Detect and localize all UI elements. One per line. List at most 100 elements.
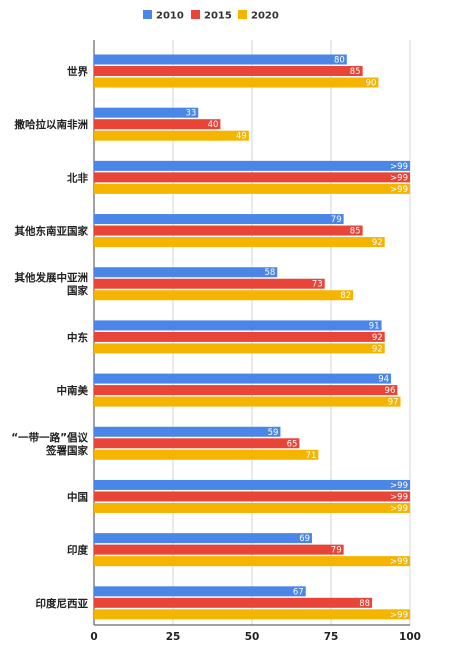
- category-label-line: 中国: [67, 490, 88, 503]
- data-label: 97: [388, 398, 399, 408]
- data-label: >99: [390, 481, 408, 491]
- category-label: 中南美: [57, 384, 89, 397]
- category-label-line: 世界: [67, 65, 88, 78]
- bar-2020: [94, 77, 379, 88]
- bar-2015: [94, 544, 344, 555]
- data-label: 65: [287, 439, 298, 449]
- category-label: 印度: [67, 544, 88, 557]
- bar-2020: [94, 449, 319, 460]
- x-tick-label: 50: [245, 631, 260, 643]
- bar-2020: [94, 237, 385, 248]
- data-label: 92: [372, 344, 383, 354]
- bar-2020: [94, 343, 385, 354]
- bar-2015: [94, 385, 398, 396]
- data-label: 79: [331, 215, 342, 225]
- data-label: 59: [268, 428, 279, 438]
- data-label: >99: [390, 162, 408, 172]
- category-label-line: “一带一路”倡议: [11, 431, 88, 444]
- data-label: 90: [366, 79, 377, 89]
- data-label: 91: [369, 321, 380, 331]
- data-label: 80: [334, 56, 345, 66]
- bar-2010: [94, 426, 281, 437]
- bar-2015: [94, 225, 363, 236]
- bar-2010: [94, 479, 410, 490]
- data-label: 69: [299, 534, 310, 544]
- bar-2010: [94, 214, 344, 225]
- data-label: 67: [293, 587, 304, 597]
- bar-2020: [94, 183, 410, 194]
- data-label: 40: [208, 120, 219, 130]
- data-label: 85: [350, 227, 361, 237]
- data-label: 49: [236, 132, 247, 142]
- legend-swatch-2015: [191, 10, 200, 19]
- x-tick-label: 100: [399, 631, 421, 643]
- bar-2020: [94, 396, 401, 407]
- category-label-line: 北非: [67, 171, 88, 184]
- category-label: 其他发展中亚洲国家: [15, 271, 89, 297]
- category-label: 印度尼西亚: [36, 597, 89, 610]
- data-label: 88: [359, 599, 370, 609]
- data-label: >99: [390, 492, 408, 502]
- data-label: 82: [340, 291, 351, 301]
- data-label: >99: [390, 185, 408, 195]
- bar-2020: [94, 556, 410, 567]
- data-label: >99: [390, 610, 408, 620]
- x-tick-label: 25: [166, 631, 181, 643]
- category-label: 其他东南亚国家: [15, 225, 89, 238]
- category-label-line: 中南美: [57, 384, 89, 397]
- bar-2015: [94, 172, 410, 183]
- category-label-line: 其他发展中亚洲: [15, 271, 89, 284]
- category-label-line: 其他东南亚国家: [15, 225, 89, 238]
- bar-2015: [94, 597, 373, 608]
- data-label: >99: [390, 173, 408, 183]
- legend-swatch-2010: [143, 10, 152, 19]
- data-label: 92: [372, 238, 383, 248]
- legend-label: 2010: [156, 11, 184, 22]
- bar-2020: [94, 290, 354, 301]
- bar-2015: [94, 331, 385, 342]
- data-label: 58: [264, 268, 275, 278]
- x-tick-label: 75: [324, 631, 339, 643]
- data-label: 94: [378, 375, 389, 385]
- bar-2010: [94, 586, 306, 597]
- bar-2020: [94, 609, 410, 620]
- bar-2010: [94, 320, 382, 331]
- category-label: 世界: [67, 65, 88, 78]
- bar-2010: [94, 267, 278, 278]
- category-label-line: 撒哈拉以南非洲: [15, 118, 89, 131]
- bar-2015: [94, 278, 325, 289]
- category-label: 撒哈拉以南非洲: [15, 118, 89, 131]
- bar-2015: [94, 119, 221, 130]
- category-label: 中国: [67, 490, 88, 503]
- data-label: 92: [372, 333, 383, 343]
- data-label: >99: [390, 504, 408, 514]
- data-label: 79: [331, 546, 342, 556]
- category-label-line: 中东: [67, 331, 88, 344]
- data-label: 96: [385, 386, 396, 396]
- bar-2010: [94, 107, 199, 118]
- bar-2010: [94, 54, 347, 65]
- data-label: 73: [312, 280, 323, 290]
- category-label: 中东: [67, 331, 88, 344]
- bar-2015: [94, 438, 300, 449]
- data-label: 71: [306, 451, 317, 461]
- category-label-line: 印度尼西亚: [36, 597, 89, 610]
- category-label-line: 签署国家: [45, 444, 88, 457]
- legend-label: 2020: [251, 11, 279, 22]
- bar-2010: [94, 160, 410, 171]
- category-label-line: 国家: [67, 284, 88, 297]
- bar-2015: [94, 491, 410, 502]
- category-label: 北非: [67, 171, 88, 184]
- legend-swatch-2020: [238, 10, 247, 19]
- bar-2015: [94, 66, 363, 76]
- data-label: 33: [185, 109, 196, 119]
- legend-label: 2015: [204, 11, 232, 22]
- bar-2010: [94, 533, 313, 544]
- bar-2020: [94, 502, 410, 513]
- category-label-line: 印度: [67, 544, 88, 557]
- bar-2010: [94, 373, 392, 384]
- data-label: 85: [350, 67, 361, 77]
- x-tick-label: 0: [90, 631, 97, 643]
- bar-2020: [94, 130, 249, 141]
